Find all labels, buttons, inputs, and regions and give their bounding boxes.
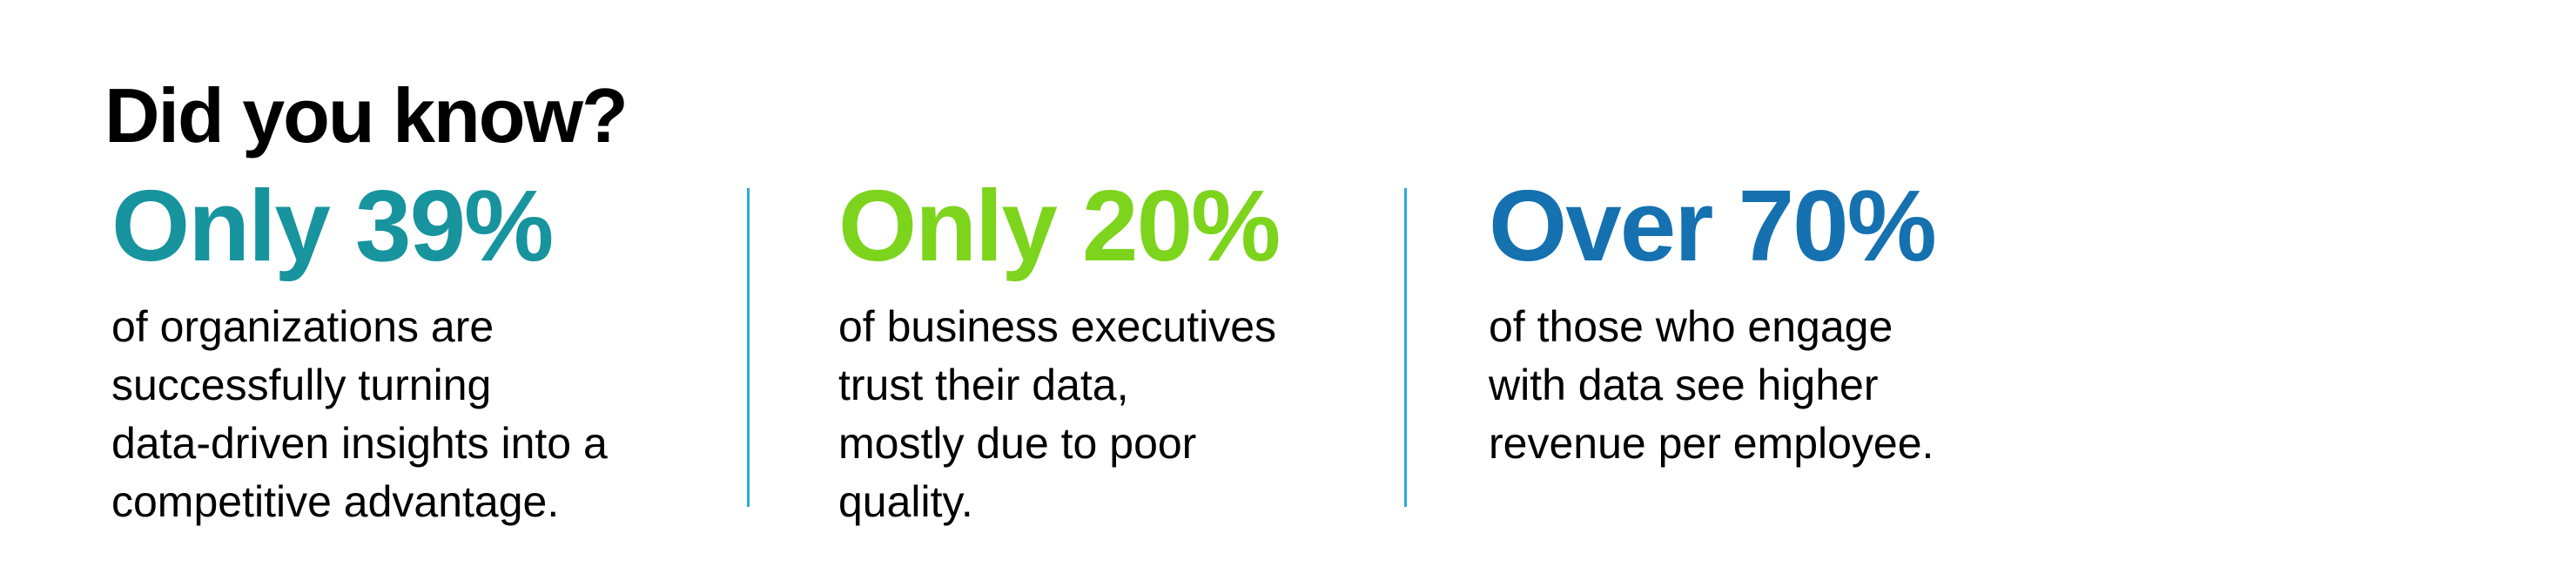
stat-column-70: Over 70% of those who engage with data s… [1489, 169, 2046, 473]
stat-description-line: data-driven insights into a [111, 418, 608, 468]
stat-headline-39: Only 39% [111, 169, 554, 282]
page-title: Did you know? [104, 71, 629, 159]
stat-description-line: of business executives [838, 301, 1277, 351]
vertical-divider [1404, 188, 1407, 507]
stat-column-39: Only 39% of organizations are successful… [111, 169, 721, 531]
stat-description-20: of business executives trust their data,… [838, 298, 1378, 531]
stat-description-line: competitive advantage. [111, 476, 560, 526]
stat-description-line: revenue per employee. [1489, 418, 1934, 468]
stat-headline-70: Over 70% [1489, 169, 1937, 282]
stat-description-line: of organizations are [111, 301, 494, 351]
stat-description-39: of organizations are successfully turnin… [111, 298, 721, 531]
stat-description-line: trust their data, [838, 360, 1129, 409]
stat-description-line: quality. [838, 476, 973, 526]
stat-column-20: Only 20% of business executives trust th… [838, 169, 1378, 531]
stat-description-line: of those who engage [1489, 301, 1893, 351]
stat-description-line: successfully turning [111, 360, 492, 409]
stat-description-line: mostly due to poor [838, 418, 1197, 468]
stat-headline-20: Only 20% [838, 169, 1281, 282]
stat-description-line: with data see higher [1489, 360, 1879, 409]
stat-description-70: of those who engage with data see higher… [1489, 298, 2046, 473]
vertical-divider [747, 188, 750, 507]
